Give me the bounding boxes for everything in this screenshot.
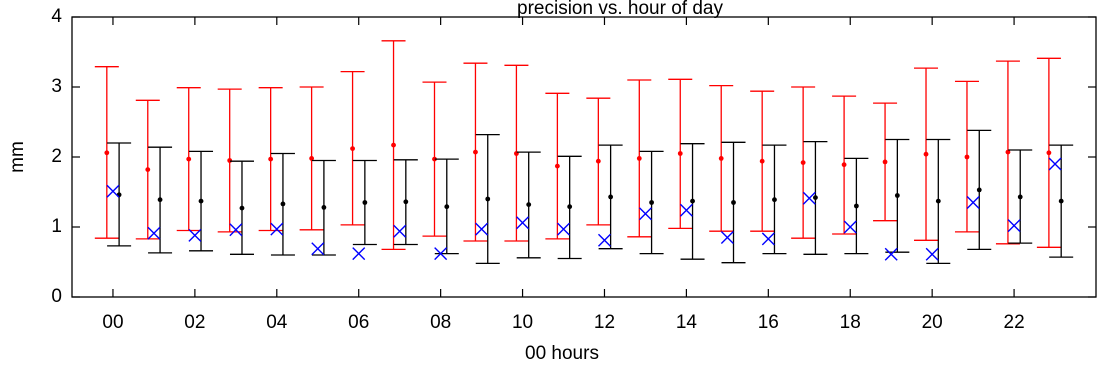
mean-point [145,167,151,173]
x-tick-label: 08 [430,312,451,333]
mean-point [1005,149,1011,155]
x-tick-label: 22 [1004,312,1025,333]
mean-point [718,156,724,161]
y-tick-label: 2 [51,146,62,167]
x-marker [884,247,898,261]
mean-point [104,150,110,156]
x-marker [557,222,571,236]
x-marker [720,231,734,244]
x-marker [843,220,857,234]
mean-point [923,151,929,157]
x-marker [516,216,530,230]
mean-point [649,200,654,205]
x-tick-label: 20 [922,312,943,333]
series-2 [106,157,1062,261]
y-axis-label: mm [7,141,28,173]
mean-point [567,204,573,210]
x-marker [188,228,202,242]
x-marker [761,232,775,246]
mean-point [239,205,245,211]
x-marker [966,196,980,209]
y-tick-label: 4 [51,6,62,27]
x-marker [434,247,448,261]
series-0 [94,40,1061,251]
x-marker [1007,219,1021,233]
mean-point [759,158,765,164]
mean-point [800,160,806,166]
mean-point [636,156,642,161]
mean-point [554,163,560,169]
mean-point [976,187,982,193]
mean-point [473,149,478,155]
mean-point [526,202,532,208]
x-marker [352,247,366,261]
mean-point [198,198,204,204]
mean-point [186,156,192,162]
chart-title: precision vs. hour of day [517,0,723,19]
x-marker [311,242,325,256]
x-marker [270,222,284,236]
x-tick-label: 14 [676,312,698,333]
mean-point [772,197,777,203]
mean-point [280,201,286,207]
series-1 [107,129,1074,265]
x-tick-label: 10 [512,312,533,333]
mean-point [841,162,847,168]
x-tick-label: 16 [758,312,779,333]
x-marker [106,184,120,198]
mean-point [853,203,859,209]
x-marker [638,207,652,221]
x-tick-label: 06 [348,312,369,333]
x-marker [802,191,816,205]
x-marker [147,226,161,240]
mean-point [1017,194,1023,200]
x-marker [597,233,611,247]
x-tick-label: 18 [840,312,861,333]
y-tick-label: 0 [51,286,62,307]
mean-point [608,194,614,200]
axes-frame [71,16,1097,298]
mean-point [403,199,409,205]
mean-point [935,198,941,204]
y-tick-label: 1 [51,216,62,237]
x-tick-label: 02 [184,312,205,333]
mean-point [321,205,327,210]
mean-point [690,198,695,204]
mean-point [350,146,355,152]
mean-point [595,158,601,164]
mean-point [1046,150,1052,156]
mean-point [432,156,437,162]
x-axis-label: 00 hours [525,343,599,364]
mean-point [813,195,818,201]
mean-point [391,142,396,148]
mean-point [964,154,970,160]
mean-point [227,158,233,163]
x-tick-label: 12 [594,312,615,333]
plot-area [94,40,1074,265]
mean-point [731,200,736,205]
mean-point [1058,198,1064,204]
mean-point [444,204,450,210]
x-marker [679,203,693,217]
mean-point [882,159,888,165]
mean-point [677,151,683,156]
x-marker [1048,157,1062,171]
x-marker [229,223,243,237]
mean-point [268,156,274,162]
y-tick-label: 3 [51,76,62,97]
mean-point [309,156,315,161]
mean-point [485,196,491,202]
mean-point [157,197,163,203]
x-marker [475,222,489,236]
x-tick-label: 04 [266,312,288,333]
x-marker [925,247,939,261]
mean-point [894,193,900,198]
x-tick-label: 00 [102,312,123,333]
mean-point [362,200,368,205]
x-marker [393,224,407,238]
